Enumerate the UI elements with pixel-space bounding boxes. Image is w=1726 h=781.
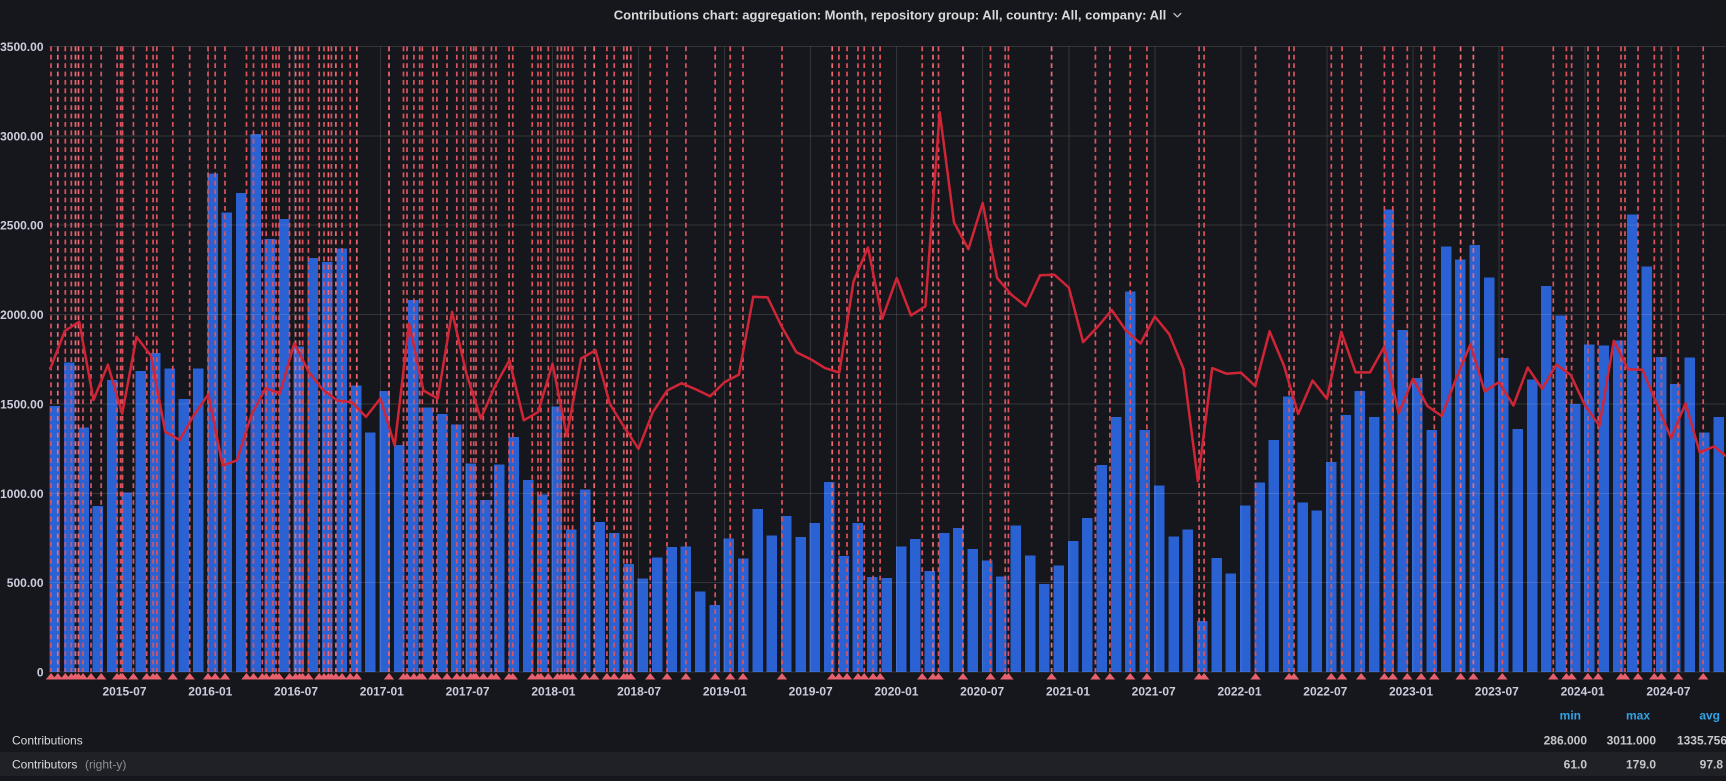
svg-text:2018-07: 2018-07 xyxy=(617,685,661,699)
svg-text:2024-01: 2024-01 xyxy=(1561,685,1605,699)
svg-text:2018-01: 2018-01 xyxy=(531,685,575,699)
svg-text:286.000: 286.000 xyxy=(1544,734,1588,748)
svg-text:Contributions chart: aggregati: Contributions chart: aggregation: Month,… xyxy=(614,8,1167,23)
svg-text:2022-07: 2022-07 xyxy=(1303,685,1347,699)
svg-text:2021-07: 2021-07 xyxy=(1132,685,1176,699)
svg-text:2020-01: 2020-01 xyxy=(874,685,918,699)
svg-text:61.0: 61.0 xyxy=(1564,758,1588,772)
svg-text:2019-01: 2019-01 xyxy=(703,685,747,699)
svg-text:2023-01: 2023-01 xyxy=(1389,685,1433,699)
svg-text:2016-01: 2016-01 xyxy=(188,685,232,699)
svg-text:2022-01: 2022-01 xyxy=(1217,685,1261,699)
svg-text:2500.00: 2500.00 xyxy=(0,219,44,233)
svg-text:2000.00: 2000.00 xyxy=(0,308,44,322)
svg-text:3000.00: 3000.00 xyxy=(0,129,44,143)
svg-text:2016-07: 2016-07 xyxy=(274,685,318,699)
svg-text:0: 0 xyxy=(37,666,44,680)
svg-text:500.00: 500.00 xyxy=(7,576,44,590)
svg-text:97.8: 97.8 xyxy=(1700,758,1724,772)
svg-text:2020-07: 2020-07 xyxy=(960,685,1004,699)
svg-text:2019-07: 2019-07 xyxy=(789,685,833,699)
svg-text:2021-01: 2021-01 xyxy=(1046,685,1090,699)
svg-text:Contributions: Contributions xyxy=(12,734,83,748)
svg-text:3011.000: 3011.000 xyxy=(1607,734,1657,748)
svg-text:max: max xyxy=(1626,709,1650,723)
svg-text:(right-y): (right-y) xyxy=(85,758,126,772)
svg-text:1500.00: 1500.00 xyxy=(0,397,44,411)
svg-text:2024-07: 2024-07 xyxy=(1646,685,1690,699)
svg-text:2017-01: 2017-01 xyxy=(360,685,404,699)
svg-text:min: min xyxy=(1560,709,1581,723)
svg-text:avg: avg xyxy=(1699,709,1720,723)
svg-text:2023-07: 2023-07 xyxy=(1475,685,1519,699)
svg-text:3500.00: 3500.00 xyxy=(0,40,44,54)
svg-text:2015-07: 2015-07 xyxy=(102,685,146,699)
svg-text:179.0: 179.0 xyxy=(1626,758,1656,772)
svg-text:Contributors: Contributors xyxy=(12,758,77,772)
svg-text:2017-07: 2017-07 xyxy=(446,685,490,699)
svg-text:1335.756: 1335.756 xyxy=(1677,734,1726,748)
svg-text:1000.00: 1000.00 xyxy=(0,487,44,501)
